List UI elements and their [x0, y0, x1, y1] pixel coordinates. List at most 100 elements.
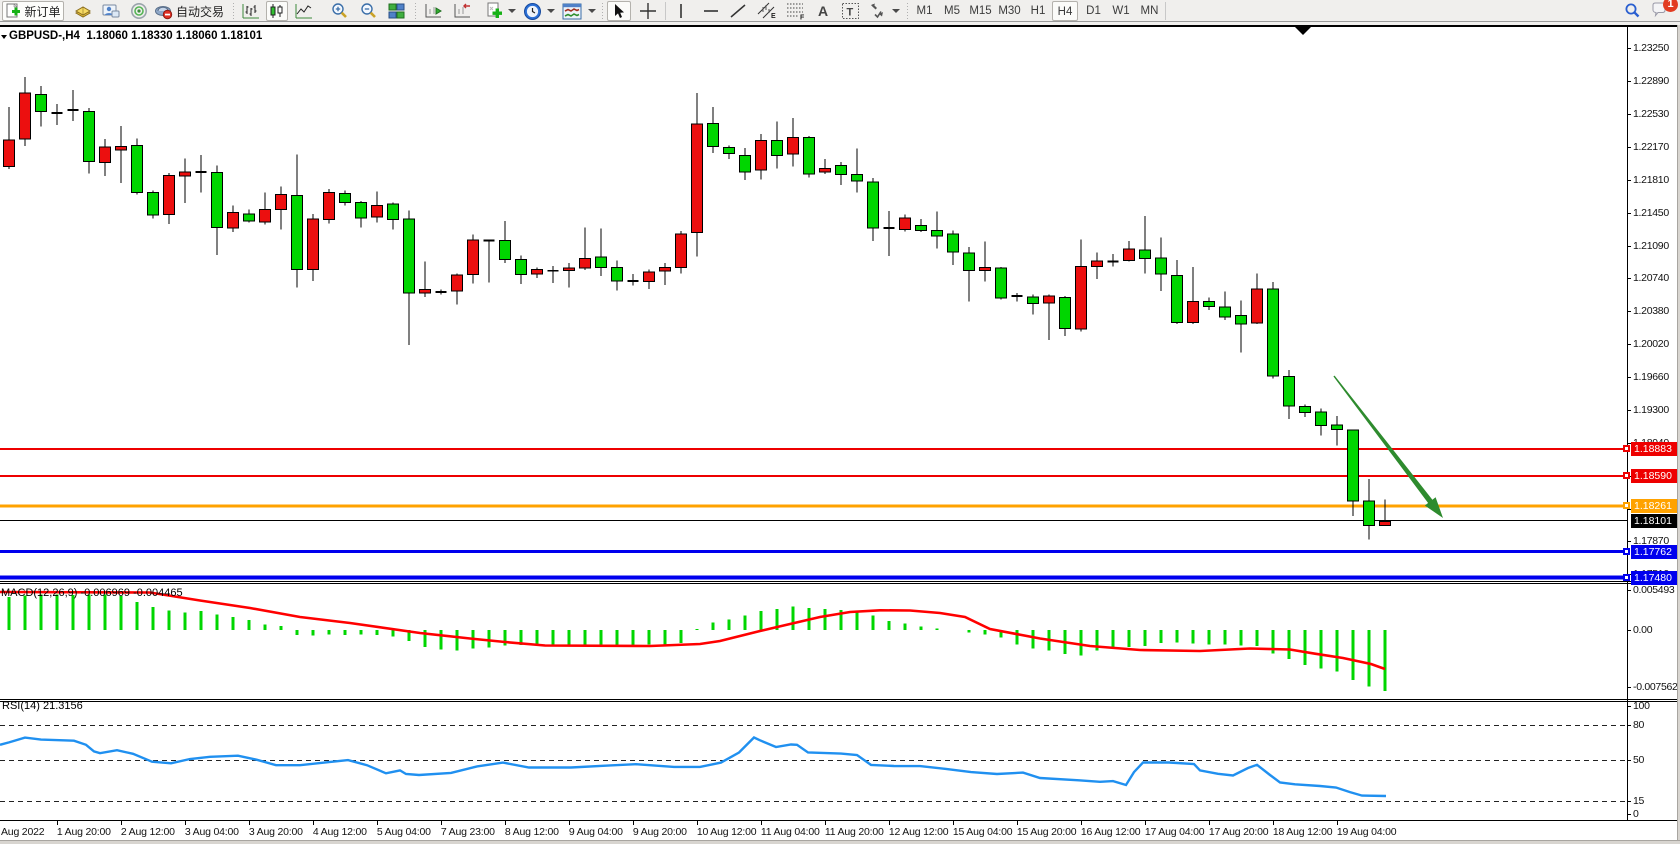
templates-dropdown[interactable] [586, 1, 598, 21]
candle[interactable] [370, 191, 383, 223]
zoom-in-button[interactable] [327, 1, 351, 21]
timeframe-m30[interactable]: M30 [998, 5, 1021, 17]
candle[interactable] [834, 162, 847, 185]
timeframe-m1[interactable]: M1 [916, 5, 933, 17]
candle[interactable] [690, 92, 703, 257]
candle[interactable] [530, 267, 543, 279]
rsi-panel-canvas[interactable] [0, 702, 1680, 820]
price-chart-canvas[interactable] [0, 27, 1680, 581]
line-chart-button[interactable] [293, 1, 315, 21]
candle[interactable] [450, 273, 463, 305]
tile-windows-button[interactable] [385, 1, 407, 21]
candle[interactable] [754, 133, 767, 180]
text-label-tool-button[interactable]: T [839, 1, 861, 21]
timeframe-mn[interactable]: MN [1140, 5, 1159, 17]
price-line-handle[interactable] [1623, 502, 1630, 510]
candle[interactable] [642, 269, 655, 289]
price-line-label[interactable]: 1.17480 [1631, 570, 1677, 585]
candle[interactable] [786, 118, 799, 167]
candle[interactable] [946, 230, 959, 266]
candle[interactable] [674, 230, 687, 274]
crosshair-tool-button[interactable] [636, 1, 660, 21]
timeframe-h1[interactable]: H1 [1030, 5, 1046, 17]
candle[interactable] [738, 147, 751, 181]
candle[interactable] [994, 267, 1007, 300]
candle[interactable] [1202, 297, 1215, 310]
candle[interactable] [1330, 415, 1343, 446]
charts-profile-button[interactable] [72, 1, 94, 21]
indicators-dropdown[interactable] [506, 1, 518, 21]
fibonacci-tool-button[interactable]: F [783, 1, 809, 21]
candle[interactable] [1250, 273, 1263, 324]
candle[interactable] [98, 139, 111, 176]
candle[interactable] [883, 211, 895, 257]
periods-dropdown[interactable] [545, 1, 557, 21]
timeframe-d1[interactable]: D1 [1086, 5, 1101, 17]
candle[interactable] [418, 261, 431, 298]
candle[interactable] [1298, 404, 1311, 417]
candle[interactable] [914, 218, 927, 233]
timeframe-m5[interactable]: M5 [944, 5, 960, 17]
candle[interactable] [18, 77, 31, 146]
candle[interactable] [562, 263, 575, 288]
candle[interactable] [1346, 429, 1359, 517]
market-watch-button[interactable] [100, 1, 122, 21]
candle[interactable] [594, 228, 607, 277]
candle[interactable] [1011, 292, 1023, 302]
candle[interactable] [962, 247, 975, 302]
candle[interactable] [578, 227, 591, 270]
price-line-label[interactable]: 1.18590 [1631, 468, 1677, 483]
candle[interactable] [930, 211, 943, 249]
candle[interactable] [274, 186, 287, 230]
candle[interactable] [130, 138, 143, 195]
candle[interactable] [242, 209, 255, 223]
candle[interactable] [898, 214, 911, 232]
candle[interactable] [386, 202, 399, 230]
candle[interactable] [1234, 300, 1247, 353]
candle[interactable] [850, 148, 863, 193]
text-tool-button[interactable]: A [812, 1, 834, 21]
candle[interactable] [67, 90, 79, 122]
candle[interactable] [658, 263, 671, 286]
timeframe-w1[interactable]: W1 [1112, 5, 1130, 17]
vline-tool-button[interactable] [670, 1, 692, 21]
candle[interactable] [258, 192, 271, 225]
candle[interactable] [1362, 478, 1375, 540]
candle[interactable] [402, 210, 415, 345]
candle[interactable] [178, 158, 191, 204]
arrows-tool-button[interactable] [867, 1, 889, 21]
candle[interactable] [322, 188, 335, 224]
panel-separator[interactable] [0, 699, 1680, 700]
price-line-handle[interactable] [1623, 445, 1630, 453]
candle[interactable] [2, 107, 15, 169]
hline-tool-button[interactable] [699, 1, 723, 21]
candle[interactable] [290, 154, 303, 288]
candle[interactable] [1026, 294, 1039, 315]
periods-button[interactable] [521, 1, 543, 21]
notifications-button[interactable]: 1 [1646, 0, 1678, 21]
candle[interactable] [34, 86, 47, 127]
candle[interactable] [1090, 252, 1103, 279]
candle[interactable] [483, 239, 495, 283]
signals-button[interactable] [128, 1, 150, 21]
candle[interactable] [1378, 499, 1391, 527]
candle[interactable] [818, 159, 831, 175]
candle[interactable] [195, 154, 207, 193]
auto-scroll-button[interactable] [421, 1, 445, 21]
channel-tool-button[interactable]: E [755, 1, 781, 21]
candle[interactable] [1282, 370, 1295, 420]
price-line-handle[interactable] [1623, 472, 1630, 480]
price-line-label[interactable]: 1.18261 [1631, 498, 1677, 513]
candle[interactable] [306, 214, 319, 281]
candle[interactable] [770, 121, 783, 169]
candle[interactable] [706, 107, 719, 154]
candle[interactable] [1186, 267, 1199, 324]
trendline-tool-button[interactable] [726, 1, 750, 21]
candlestick-chart-button[interactable] [266, 1, 288, 21]
price-line-label[interactable]: 1.18883 [1631, 441, 1677, 456]
macd-panel-canvas[interactable] [0, 584, 1680, 698]
chart-shift-marker[interactable] [1295, 27, 1311, 35]
search-button[interactable] [1620, 1, 1644, 21]
candle[interactable] [978, 241, 991, 282]
timeframe-m15[interactable]: M15 [969, 5, 992, 17]
